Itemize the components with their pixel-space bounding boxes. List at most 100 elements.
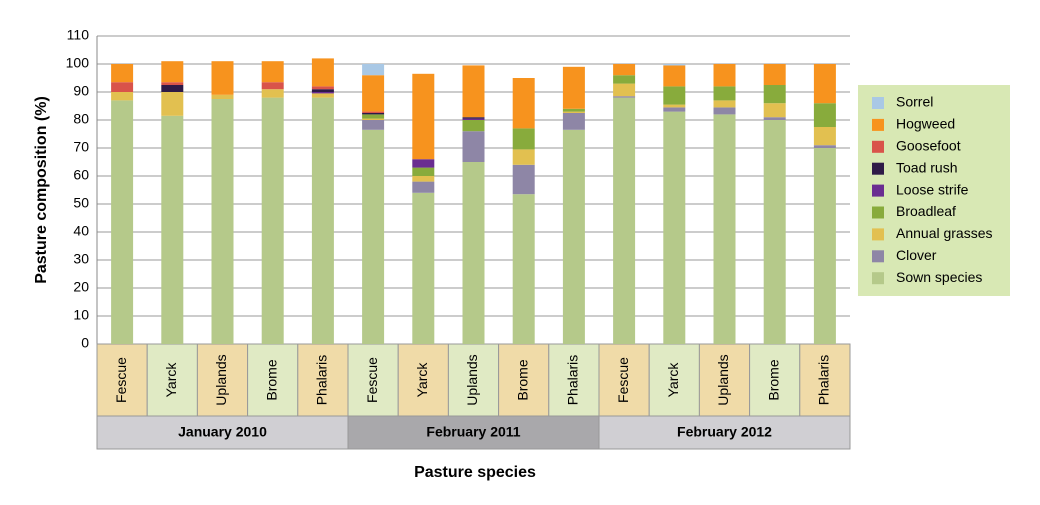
bar-segment <box>412 181 435 193</box>
legend-swatch <box>872 184 884 197</box>
bar-segment <box>763 120 786 344</box>
legend-label: Goosefoot <box>896 138 961 154</box>
bar-segment <box>813 127 836 146</box>
bar-segment <box>362 129 385 344</box>
bar-segment <box>562 113 585 130</box>
y-tick-label: 70 <box>73 139 89 155</box>
x-tick-label: Brome <box>263 359 279 400</box>
group-label: February 2011 <box>426 424 520 440</box>
bar-segment <box>412 167 435 176</box>
y-tick-label: 60 <box>73 167 89 183</box>
bar-segment <box>311 97 334 344</box>
bar-segment <box>311 58 334 87</box>
x-tick-label: Brome <box>765 359 781 400</box>
bar-segment <box>813 148 836 344</box>
legend-label: Hogweed <box>896 116 955 132</box>
category-cell <box>698 343 751 417</box>
bar-segment <box>512 128 535 150</box>
bar-segment <box>111 64 134 83</box>
bar-segment <box>412 73 435 160</box>
y-tick-label: 30 <box>73 251 89 267</box>
y-tick-label: 0 <box>81 335 89 351</box>
bar-segment <box>613 97 636 344</box>
legend-swatch <box>872 97 884 109</box>
legend-swatch <box>872 250 884 263</box>
bar-segment <box>462 120 485 132</box>
y-tick-label: 80 <box>73 111 89 127</box>
bar-segment <box>763 117 786 120</box>
legend-label: Clover <box>896 247 937 263</box>
bar-segment <box>462 118 485 120</box>
category-cell <box>347 343 399 417</box>
x-tick-label: Uplands <box>213 354 229 405</box>
y-axis-title: Pasture composition (%) <box>33 96 50 284</box>
legend-swatch <box>872 272 884 285</box>
bar-segment <box>161 92 184 116</box>
bar-segment <box>161 85 184 92</box>
bar-segment <box>512 149 535 165</box>
bar-segment <box>663 86 686 105</box>
bar-segment <box>713 114 736 345</box>
bar-segment <box>763 103 786 118</box>
legend-swatch <box>872 206 884 219</box>
bar-segment <box>362 111 385 113</box>
bar-segment <box>161 82 184 85</box>
x-tick-label: Yarck <box>163 362 179 398</box>
x-tick-label: Uplands <box>715 354 731 405</box>
legend-label: Broadleaf <box>896 203 956 219</box>
bar-segment <box>713 100 736 108</box>
y-tick-label: 10 <box>73 307 89 323</box>
bar-segment <box>161 115 184 344</box>
bar-segment <box>161 61 184 83</box>
x-axis-title: Pasture species <box>414 464 536 481</box>
bar-segment <box>512 194 535 344</box>
x-tick-label: Fescue <box>364 357 380 403</box>
bar-segment <box>813 145 836 148</box>
bar-segment <box>111 100 134 345</box>
category-cell <box>598 343 650 417</box>
x-tick-label: Fescue <box>113 357 129 403</box>
legend-label: Sorrel <box>896 94 933 110</box>
bar-segment <box>613 64 636 76</box>
legend-label: Annual grasses <box>896 225 993 241</box>
x-tick-label: Phalaris <box>816 355 832 406</box>
bar-segment <box>462 117 485 119</box>
category-cell <box>297 343 349 417</box>
bar-segment <box>311 92 334 94</box>
legend-label: Toad rush <box>896 159 957 175</box>
bar-segment <box>763 85 786 104</box>
bar-segment <box>261 61 284 83</box>
bar-segment <box>362 113 385 115</box>
group-label: February 2012 <box>677 424 772 440</box>
bar-segment <box>462 65 485 118</box>
bar-segment <box>362 64 385 76</box>
y-tick-label: 20 <box>73 279 89 295</box>
bar-segment <box>663 111 686 344</box>
bar-segment <box>261 89 284 98</box>
bar-segment <box>311 89 334 92</box>
x-tick-label: Phalaris <box>314 355 330 406</box>
bar-segment <box>211 99 234 344</box>
bar-segment <box>763 64 786 85</box>
bar-segment <box>512 164 535 195</box>
bar-segment <box>412 159 435 168</box>
x-tick-label: Phalaris <box>565 355 581 406</box>
bar-segment <box>562 111 585 113</box>
category-cell <box>498 343 550 417</box>
bar-segment <box>211 61 234 95</box>
bar-segment <box>613 83 636 97</box>
bar-segment <box>562 108 585 112</box>
bar-segment <box>562 66 585 109</box>
x-tick-label: Yarck <box>414 362 430 398</box>
category-cell <box>548 343 600 417</box>
category-cell <box>799 343 851 417</box>
bar-segment <box>462 162 485 344</box>
bar-segment <box>512 78 535 129</box>
y-tick-label: 90 <box>73 83 89 99</box>
x-tick-label: Uplands <box>464 354 480 405</box>
bar-segment <box>412 176 435 182</box>
bar-segment <box>362 118 385 120</box>
bar-segment <box>261 82 284 90</box>
bar-segment <box>261 97 284 344</box>
